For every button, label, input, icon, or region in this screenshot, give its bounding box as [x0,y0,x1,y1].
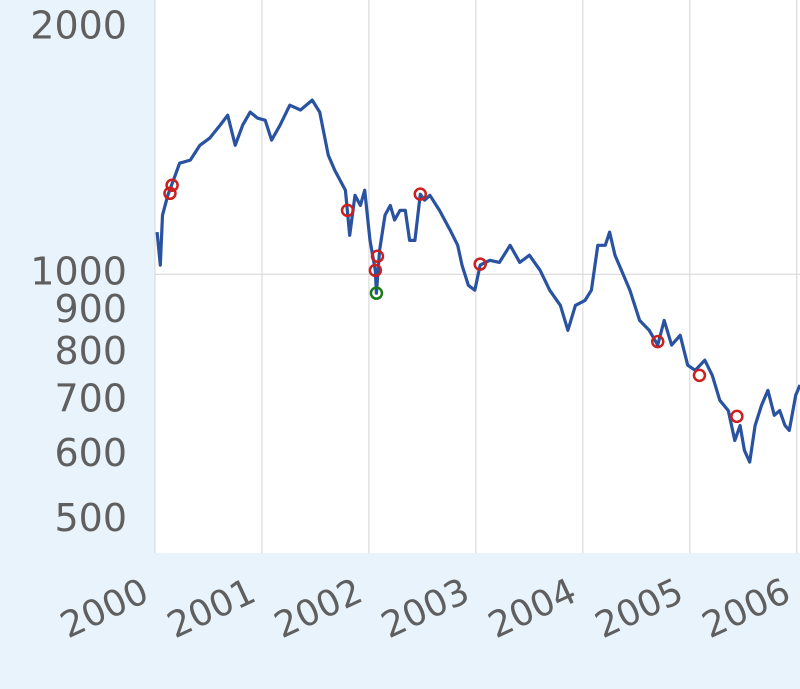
x-tick-label: 2006 [696,571,796,647]
event-marker [413,187,428,201]
event-marker [163,186,177,201]
x-tick-label: 2000 [54,571,154,647]
event-marker [370,249,385,263]
event-marker [650,334,665,349]
x-tick-label: 2002 [268,571,368,647]
y-tick-label: 500 [54,496,127,540]
event-marker [340,203,355,218]
event-marker [369,286,384,300]
line-series [155,98,800,464]
y-tick-label: 800 [54,329,127,373]
event-marker [473,257,487,271]
y-tick-label: 600 [54,431,127,475]
x-tick-label: 2001 [161,571,261,647]
y-tick-label: 700 [54,376,127,420]
event-marker [368,263,383,278]
x-tick-label: 2005 [589,571,689,647]
y-tick-label: 2000 [30,4,127,48]
x-tick-label: 2003 [375,571,475,647]
y-tick-label: 1000 [30,250,127,294]
y-tick-label: 900 [54,287,127,331]
event-marker [730,409,744,424]
x-tick-label: 2004 [482,571,582,647]
event-marker [165,178,179,192]
event-marker [692,368,707,383]
